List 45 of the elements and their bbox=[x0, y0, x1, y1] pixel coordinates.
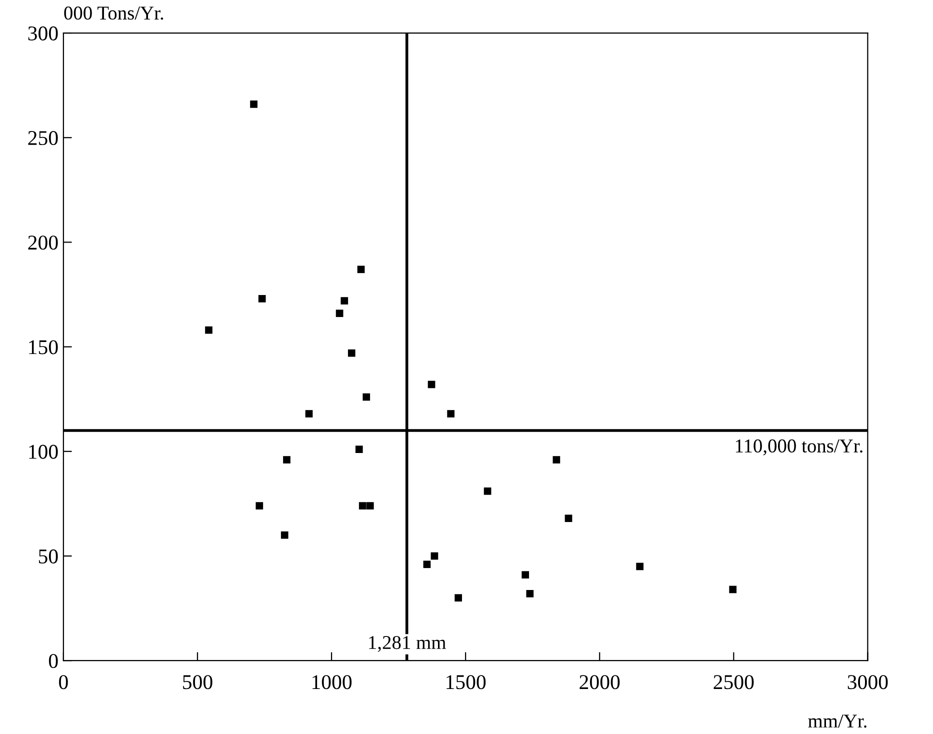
point bbox=[340, 297, 348, 304]
point bbox=[256, 502, 264, 510]
point bbox=[348, 349, 356, 357]
point bbox=[280, 531, 288, 539]
point bbox=[205, 326, 212, 334]
point bbox=[336, 310, 344, 318]
y-tick-label: 300 bbox=[28, 26, 58, 40]
point bbox=[250, 100, 258, 108]
y-tick-label: 200 bbox=[28, 236, 58, 250]
point bbox=[636, 562, 644, 570]
x-tick-label: 2500 bbox=[714, 675, 754, 690]
point bbox=[430, 552, 438, 560]
point bbox=[258, 295, 266, 302]
x-tick-label: 0 bbox=[59, 675, 68, 690]
point bbox=[428, 380, 436, 388]
point bbox=[552, 456, 560, 464]
y-tick-label: 150 bbox=[29, 340, 58, 354]
x-tick-label: 1500 bbox=[446, 675, 486, 690]
y-axis-title: 000 Tons/Yr. bbox=[64, 6, 164, 20]
point bbox=[355, 446, 363, 453]
y-tick-label: 250 bbox=[28, 131, 58, 146]
point bbox=[447, 410, 454, 418]
y-tick-label: 50 bbox=[38, 549, 58, 564]
x-tick-label: 3000 bbox=[848, 675, 888, 690]
point bbox=[305, 410, 313, 418]
point bbox=[283, 456, 290, 464]
point bbox=[526, 590, 534, 598]
point bbox=[522, 571, 530, 579]
x-tick-label: 500 bbox=[183, 675, 212, 690]
ref-line-label: 110,000 tons/Yr. bbox=[736, 439, 862, 456]
x-tick-label: 2000 bbox=[580, 675, 620, 690]
y-tick-label: 0 bbox=[48, 654, 58, 668]
point bbox=[484, 487, 492, 495]
point bbox=[357, 266, 365, 274]
ref-line-label: 1,281 mm bbox=[369, 636, 446, 652]
point bbox=[423, 560, 431, 568]
x-tick-label: 1000 bbox=[312, 675, 352, 690]
point bbox=[564, 514, 572, 522]
point bbox=[358, 502, 366, 510]
point bbox=[362, 393, 370, 401]
x-axis-title: mm/Yr. bbox=[808, 714, 866, 728]
y-tick-label: 100 bbox=[29, 444, 58, 459]
point bbox=[366, 502, 374, 510]
point bbox=[454, 594, 462, 602]
point bbox=[729, 586, 737, 594]
